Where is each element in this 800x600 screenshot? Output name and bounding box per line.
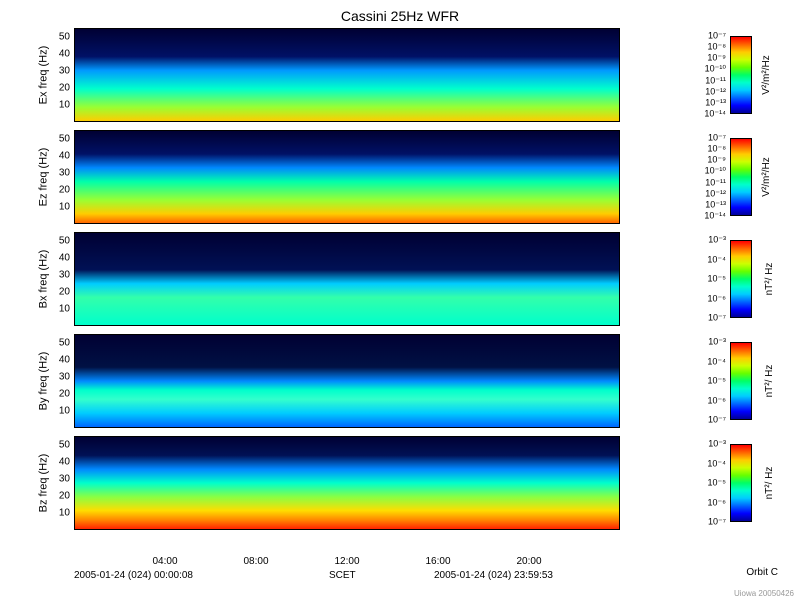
colorbar-ticks: 10⁻³10⁻⁴10⁻⁵10⁻⁶10⁻⁷ <box>688 436 728 530</box>
spectrogram-panel: Bz freq (Hz)102030405010⁻³10⁻⁴10⁻⁵10⁻⁶10… <box>0 436 800 530</box>
colorbar-label: V²/m²/Hz <box>761 55 772 94</box>
x-range-start: 2005-01-24 (024) 00:00:08 <box>74 570 193 581</box>
colorbar-label: V²/m²/Hz <box>761 157 772 196</box>
panels-container: Ex freq (Hz)102030405010⁻⁷10⁻⁸10⁻⁹10⁻¹⁰1… <box>0 28 800 530</box>
spectrogram-panel: Ez freq (Hz)102030405010⁻⁷10⁻⁸10⁻⁹10⁻¹⁰1… <box>0 130 800 224</box>
x-axis-label: SCET <box>329 570 356 581</box>
y-axis-ticks: 1020304050 <box>48 28 72 122</box>
y-axis-ticks: 1020304050 <box>48 232 72 326</box>
colorbar-ticks: 10⁻³10⁻⁴10⁻⁵10⁻⁶10⁻⁷ <box>688 334 728 428</box>
colorbar-label: nT²/ Hz <box>764 467 775 500</box>
colorbar-ticks: 10⁻³10⁻⁴10⁻⁵10⁻⁶10⁻⁷ <box>688 232 728 326</box>
spectrogram-canvas <box>74 130 620 224</box>
footer-credit: Uiowa 20050426 <box>734 589 794 598</box>
plot-title: Cassini 25Hz WFR <box>0 0 800 28</box>
colorbar-label: nT²/ Hz <box>764 263 775 296</box>
x-tick: 08:00 <box>243 556 268 567</box>
colorbar-ticks: 10⁻⁷10⁻⁸10⁻⁹10⁻¹⁰10⁻¹¹10⁻¹²10⁻¹³10⁻¹⁴ <box>688 28 728 122</box>
colorbar <box>730 444 752 522</box>
spectrogram-canvas <box>74 334 620 428</box>
colorbar <box>730 342 752 420</box>
x-tick: 12:00 <box>334 556 359 567</box>
colorbar-ticks: 10⁻⁷10⁻⁸10⁻⁹10⁻¹⁰10⁻¹¹10⁻¹²10⁻¹³10⁻¹⁴ <box>688 130 728 224</box>
x-tick: 20:00 <box>516 556 541 567</box>
orbit-label: Orbit C <box>746 567 778 578</box>
y-axis-ticks: 1020304050 <box>48 436 72 530</box>
colorbar <box>730 36 752 114</box>
spectrogram-canvas <box>74 436 620 530</box>
y-axis-ticks: 1020304050 <box>48 130 72 224</box>
spectrogram-panel: Ex freq (Hz)102030405010⁻⁷10⁻⁸10⁻⁹10⁻¹⁰1… <box>0 28 800 122</box>
colorbar-label: nT²/ Hz <box>764 365 775 398</box>
x-tick: 16:00 <box>425 556 450 567</box>
spectrogram-panel: Bx freq (Hz)102030405010⁻³10⁻⁴10⁻⁵10⁻⁶10… <box>0 232 800 326</box>
colorbar <box>730 240 752 318</box>
spectrogram-canvas <box>74 28 620 122</box>
x-range-end: 2005-01-24 (024) 23:59:53 <box>434 570 553 581</box>
colorbar <box>730 138 752 216</box>
y-axis-ticks: 1020304050 <box>48 334 72 428</box>
spectrogram-canvas <box>74 232 620 326</box>
x-tick: 04:00 <box>152 556 177 567</box>
spectrogram-panel: By freq (Hz)102030405010⁻³10⁻⁴10⁻⁵10⁻⁶10… <box>0 334 800 428</box>
